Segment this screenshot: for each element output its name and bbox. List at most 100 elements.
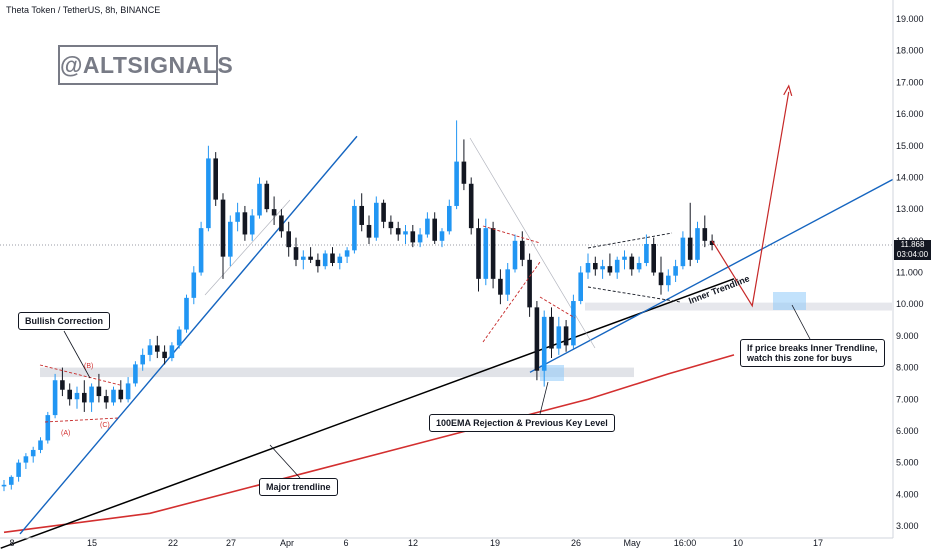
watermark-logo: @ALTSIGNALS: [58, 45, 233, 85]
x-tick-label: 6: [343, 538, 348, 548]
candle-body: [585, 262, 591, 273]
candle-body: [67, 389, 72, 400]
y-tick-label: 9.000: [896, 331, 919, 341]
candle: [184, 294, 189, 333]
candle-body: [651, 243, 656, 273]
candle: [271, 196, 277, 225]
candle-body: [213, 158, 218, 200]
candle: [52, 373, 58, 419]
breakout-note-line2: watch this zone for buys: [747, 353, 853, 363]
candle-body: [432, 218, 437, 241]
candle: [549, 307, 554, 359]
x-tick-label: 17: [813, 538, 823, 548]
candle: [169, 342, 175, 362]
candle: [403, 224, 408, 244]
candle: [315, 253, 321, 273]
candle: [593, 256, 598, 276]
wave-c-label: (C): [100, 422, 110, 429]
bullish-callout-connector: [63, 330, 91, 379]
ema-callout-connector: [539, 381, 549, 415]
y-tick-label: 13.000: [896, 204, 924, 214]
candle: [344, 247, 350, 263]
candle: [286, 221, 291, 257]
major-trendline: [0, 278, 735, 549]
candle-body: [600, 266, 605, 270]
candle-body: [666, 275, 671, 286]
projection-arrowhead: [783, 84, 793, 97]
candle-body: [249, 215, 255, 235]
candle-body: [622, 256, 627, 260]
major-trendline-callout: Major trendline: [259, 478, 338, 496]
candle: [374, 196, 379, 241]
candle-body: [286, 231, 291, 248]
candle-body: [60, 380, 65, 390]
candle-body: [366, 224, 372, 238]
candle-body: [293, 247, 299, 260]
y-tick-label: 6.000: [896, 426, 919, 436]
candle: [38, 437, 43, 454]
candle: [308, 247, 313, 263]
candle: [330, 247, 335, 267]
candle: [279, 209, 284, 238]
candle: [483, 218, 489, 286]
candle: [16, 459, 21, 482]
breakout-note-callout: If price breaks Inner Trendline, watch t…: [740, 339, 885, 367]
candle-body: [301, 256, 306, 260]
candle: [622, 250, 627, 270]
candle-body: [198, 228, 204, 273]
candle-body: [220, 199, 226, 257]
candle-body: [191, 272, 197, 298]
candle: [23, 453, 29, 469]
candle: [111, 386, 116, 406]
candle: [578, 266, 583, 305]
candle: [571, 294, 576, 349]
candle: [322, 250, 328, 270]
x-tick-label: 19: [490, 538, 500, 548]
ema-rejection-callout: 100EMA Rejection & Previous Key Level: [429, 414, 615, 432]
candle: [74, 386, 80, 409]
y-tick-label: 17.000: [896, 77, 924, 87]
candle-body: [395, 228, 401, 235]
candle: [82, 380, 87, 412]
y-tick-label: 15.000: [896, 141, 924, 151]
candle: [702, 215, 708, 248]
y-tick-label: 18.000: [896, 46, 924, 56]
candle: [614, 256, 620, 279]
candle-body: [337, 256, 343, 263]
candle: [658, 256, 664, 295]
candle: [563, 320, 569, 352]
candle-body: [454, 161, 459, 206]
candle: [636, 256, 642, 273]
helper-line-1: [204, 199, 291, 296]
candle-body: [111, 389, 116, 403]
candle-body: [614, 259, 620, 273]
candle: [220, 193, 226, 279]
candle-body: [82, 392, 87, 403]
candle-body: [556, 326, 562, 349]
candle-body: [403, 231, 408, 235]
candle: [359, 193, 364, 232]
candle-body: [541, 316, 547, 371]
candle-body: [52, 380, 58, 416]
candle-body: [279, 215, 284, 232]
candle-body: [271, 209, 277, 216]
candle: [60, 367, 65, 397]
y-tick-label: 16.000: [896, 109, 924, 119]
candle-body: [388, 221, 394, 229]
candle: [155, 335, 160, 359]
candle-body: [505, 269, 510, 295]
candle: [461, 139, 467, 191]
buy-zone-highlight: [773, 292, 806, 310]
candle-body: [695, 228, 700, 260]
candle: [198, 221, 204, 276]
candle-body: [89, 386, 94, 403]
helper-line-2: [469, 137, 596, 349]
y-tick-label: 19.000: [896, 14, 924, 24]
zones-layer: [40, 292, 892, 381]
x-tick-label: 8: [9, 538, 14, 548]
candle-body: [344, 250, 350, 257]
candle-body: [1, 484, 7, 487]
candle: [45, 411, 51, 444]
